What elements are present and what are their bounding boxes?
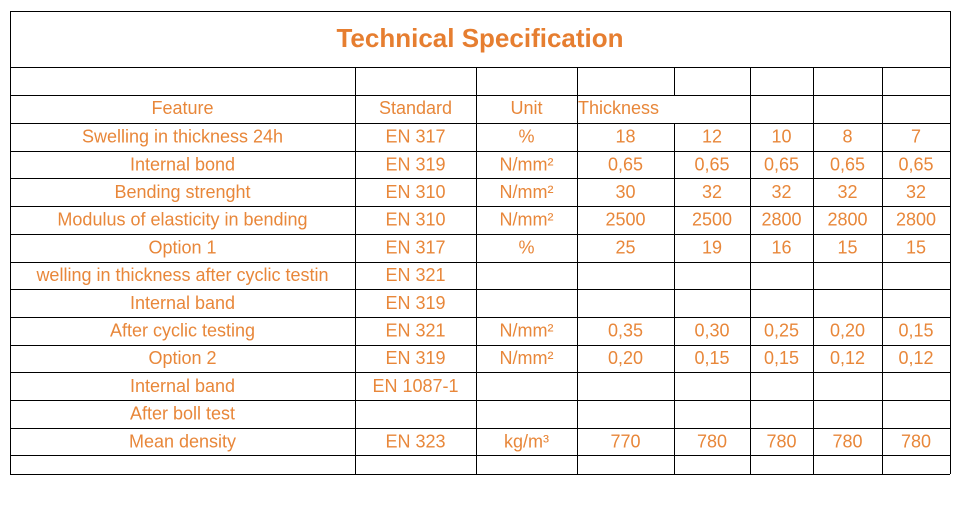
value-cell: 780: [766, 431, 796, 451]
unit-cell: N/mm²: [500, 154, 554, 174]
value-cell: 780: [697, 431, 727, 451]
value-cell: 0,12: [898, 348, 933, 368]
value-cell: 780: [901, 431, 931, 451]
standard-cell: EN 310: [385, 210, 445, 230]
table-title: Technical Specification: [336, 23, 623, 53]
value-cell: 16: [771, 237, 791, 257]
standard-cell: EN 321: [385, 321, 445, 341]
value-cell: 7: [911, 127, 921, 147]
feature-cell: Internal bond: [130, 154, 235, 174]
value-cell: 2800: [761, 210, 801, 230]
value-cell: 0,25: [764, 321, 799, 341]
unit-cell: N/mm²: [500, 182, 554, 202]
value-cell: 2500: [692, 210, 732, 230]
value-cell: 0,35: [608, 321, 643, 341]
value-cell: 32: [837, 182, 857, 202]
standard-cell: EN 310: [385, 182, 445, 202]
header-cell: Thickness: [578, 98, 659, 118]
feature-cell: Swelling in thickness 24h: [82, 127, 283, 147]
value-cell: 10: [771, 127, 791, 147]
standard-cell: EN 317: [385, 237, 445, 257]
unit-cell: N/mm²: [500, 210, 554, 230]
value-cell: 0,15: [898, 321, 933, 341]
value-cell: 0,65: [898, 154, 933, 174]
header-cell: Feature: [151, 98, 213, 118]
feature-cell: Internal band: [130, 376, 235, 396]
feature-cell: Internal band: [130, 293, 235, 313]
value-cell: 2500: [605, 210, 645, 230]
value-cell: 0,15: [694, 348, 729, 368]
value-cell: 32: [906, 182, 926, 202]
value-cell: 0,15: [764, 348, 799, 368]
value-cell: 8: [842, 127, 852, 147]
standard-cell: EN 319: [385, 348, 445, 368]
value-cell: 15: [837, 237, 857, 257]
value-cell: 770: [610, 431, 640, 451]
value-cell: 0,65: [764, 154, 799, 174]
header-cell: Unit: [510, 98, 542, 118]
value-cell: 0,65: [830, 154, 865, 174]
value-cell: 25: [615, 237, 635, 257]
unit-cell: kg/m³: [504, 431, 549, 451]
standard-cell: EN 1087-1: [372, 376, 458, 396]
unit-cell: %: [518, 237, 534, 257]
feature-cell: Bending strenght: [114, 182, 250, 202]
value-cell: 0,20: [608, 348, 643, 368]
value-cell: 0,65: [694, 154, 729, 174]
standard-cell: EN 319: [385, 293, 445, 313]
value-cell: 32: [771, 182, 791, 202]
standard-cell: EN 321: [385, 265, 445, 285]
feature-cell: After boll test: [130, 404, 235, 424]
unit-cell: N/mm²: [500, 348, 554, 368]
value-cell: 0,30: [694, 321, 729, 341]
standard-cell: EN 323: [385, 431, 445, 451]
unit-cell: %: [518, 127, 534, 147]
feature-cell: welling in thickness after cyclic testin: [35, 265, 328, 285]
value-cell: 18: [615, 127, 635, 147]
value-cell: 30: [615, 182, 635, 202]
feature-cell: Mean density: [129, 431, 236, 451]
value-cell: 19: [702, 237, 722, 257]
header-cell: Standard: [379, 98, 452, 118]
standard-cell: EN 317: [385, 127, 445, 147]
value-cell: 0,12: [830, 348, 865, 368]
value-cell: 0,20: [830, 321, 865, 341]
feature-cell: Option 1: [148, 237, 216, 257]
feature-cell: Option 2: [148, 348, 216, 368]
unit-cell: N/mm²: [500, 321, 554, 341]
value-cell: 0,65: [608, 154, 643, 174]
value-cell: 780: [832, 431, 862, 451]
value-cell: 12: [702, 127, 722, 147]
value-cell: 2800: [827, 210, 867, 230]
value-cell: 32: [702, 182, 722, 202]
value-cell: 15: [906, 237, 926, 257]
feature-cell: After cyclic testing: [110, 321, 255, 341]
standard-cell: EN 319: [385, 154, 445, 174]
value-cell: 2800: [896, 210, 936, 230]
feature-cell: Modulus of elasticity in bending: [57, 210, 307, 230]
